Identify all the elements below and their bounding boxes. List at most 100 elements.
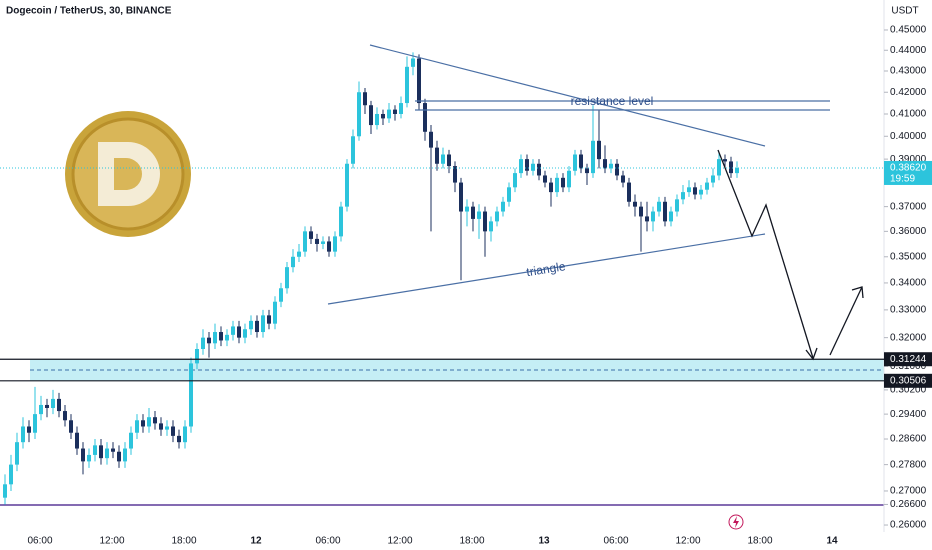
candle-body [507, 187, 511, 202]
x-tick-label: 06:00 [315, 536, 340, 547]
candle-body [543, 175, 547, 183]
y-tick-label: 0.31000 [890, 361, 927, 372]
y-tick-label: 0.28600 [890, 434, 927, 445]
candle-body [141, 420, 145, 427]
candle-body [15, 442, 19, 465]
candle-body [327, 241, 331, 252]
x-tick-label: 06:00 [603, 536, 628, 547]
last-price-box [884, 160, 932, 185]
x-tick-label: 06:00 [27, 536, 52, 547]
candle-body [423, 103, 427, 132]
level-label: 0.30506 [890, 375, 927, 386]
y-tick-label: 0.40000 [890, 131, 927, 142]
candle-body [573, 154, 577, 171]
candle-body [183, 426, 187, 443]
candle-body [537, 163, 541, 176]
candle-body [615, 163, 619, 176]
candle-body [723, 159, 727, 162]
y-tick-label: 0.35000 [890, 251, 927, 262]
candle-body [453, 166, 457, 183]
candle-body [369, 105, 373, 126]
candle-body [657, 201, 661, 212]
candle-body [165, 426, 169, 430]
candle-body [279, 288, 283, 302]
candle-body [219, 332, 223, 341]
level-label-box [884, 373, 932, 388]
countdown: 19:59 [890, 174, 915, 185]
y-tick-label: 0.34000 [890, 278, 927, 289]
candle-body [675, 199, 679, 212]
candle-body [639, 206, 643, 217]
candle-body [291, 256, 295, 268]
candle-body [399, 103, 403, 114]
candle-body [351, 136, 355, 164]
candle-body [111, 448, 115, 452]
y-tick-label: 0.33000 [890, 305, 927, 316]
annotation: resistance level [571, 94, 654, 108]
candle-body [591, 140, 595, 174]
candle-body [501, 201, 505, 212]
candle-body [627, 182, 631, 202]
candle-body [363, 92, 367, 106]
candle-body [525, 159, 529, 171]
candle-body [609, 163, 613, 169]
candle-body [681, 192, 685, 200]
candle-body [267, 315, 271, 324]
candle-body [357, 92, 361, 137]
candle-body [483, 211, 487, 232]
candle-body [699, 189, 703, 195]
y-tick-label: 0.26600 [890, 499, 927, 510]
candle-body [705, 182, 709, 190]
candle-body [117, 451, 121, 462]
last-price-label: 0.38620 [890, 163, 927, 174]
candle-body [597, 140, 601, 160]
candle-body [549, 182, 553, 193]
candle-body [669, 211, 673, 222]
candle-body [261, 315, 265, 333]
candle-body [57, 398, 61, 412]
candle-body [633, 201, 637, 207]
arrows [717, 149, 864, 361]
y-tick-label: 0.27800 [890, 459, 927, 470]
y-tick-label: 0.44000 [890, 45, 927, 56]
candle-body [249, 320, 253, 330]
candle-body [729, 161, 733, 174]
candle-body [285, 267, 289, 289]
y-tick-label: 0.30200 [890, 385, 927, 396]
candle-body [459, 182, 463, 212]
candle-body [21, 426, 25, 443]
level-label: 0.31244 [890, 354, 927, 365]
x-tick-label: 12:00 [675, 536, 700, 547]
candle-body [411, 58, 415, 67]
candle-body [315, 238, 319, 244]
candle-body [147, 417, 151, 427]
y-tick-label: 0.26000 [890, 520, 927, 531]
y-tick-label: 0.42000 [890, 87, 927, 98]
candle-body [177, 435, 181, 443]
x-tick-label: 18:00 [747, 536, 772, 547]
candle-body [375, 113, 379, 126]
candle-body [225, 334, 229, 341]
candle-body [333, 236, 337, 252]
candle-body [195, 348, 199, 364]
candle-body [717, 159, 721, 176]
candle-body [561, 177, 565, 188]
candle-body [567, 170, 571, 188]
candle-body [303, 231, 307, 252]
candle-body [231, 326, 235, 335]
candle-body [387, 109, 391, 119]
candle-body [663, 201, 667, 222]
candle-body [441, 154, 445, 164]
candle-body [477, 211, 481, 219]
candle-body [345, 163, 349, 207]
candle-body [45, 404, 49, 409]
candle-body [39, 404, 43, 415]
annotation: triangle [525, 259, 566, 279]
y-tick-label: 0.29400 [890, 409, 927, 420]
candle-body [171, 426, 175, 436]
x-tick-label: 13 [538, 536, 550, 547]
doge-logo [65, 111, 191, 237]
candle-body [435, 147, 439, 164]
candle-body [417, 58, 421, 104]
